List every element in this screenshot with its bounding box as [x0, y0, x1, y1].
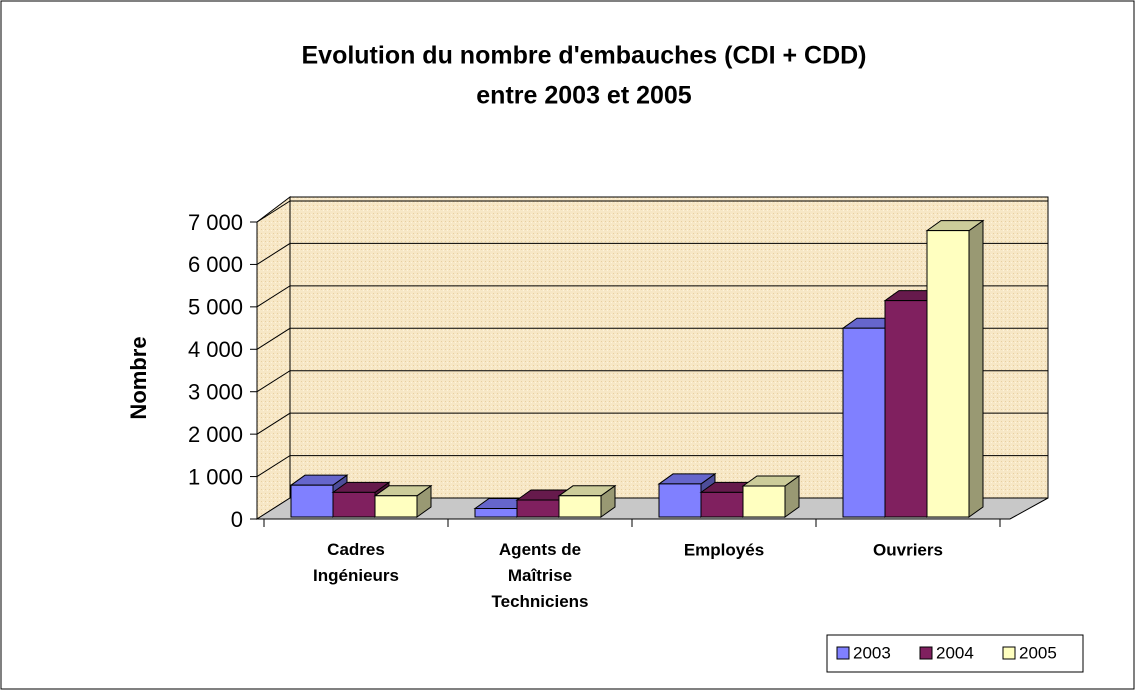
grid-line: [256, 242, 1048, 265]
bar-front: [332, 491, 376, 518]
bar-front: [516, 499, 560, 518]
bar-side: [968, 219, 984, 518]
y-axis-label: Nombre: [126, 336, 151, 419]
legend-swatch: [1002, 646, 1016, 660]
bar-front: [884, 300, 928, 518]
y-tick-label: 5 000: [188, 295, 243, 320]
grid-line: [256, 412, 1048, 435]
legend: [826, 634, 1084, 673]
legend-label: 2003: [853, 643, 891, 662]
legend-label: 2005: [1019, 643, 1057, 662]
bar-front: [290, 484, 334, 518]
side-wall: [256, 195, 291, 520]
y-tick-label: 0: [231, 507, 243, 532]
bar-front: [742, 485, 786, 518]
bar-front: [374, 495, 418, 518]
grid-line: [256, 370, 1048, 393]
y-tick-label: 7 000: [188, 210, 243, 235]
bar: [925, 219, 985, 518]
bar: [741, 475, 801, 518]
y-tick-label: 6 000: [188, 252, 243, 277]
bar-front: [926, 230, 970, 518]
bar-front: [558, 495, 602, 518]
grid-line: [256, 327, 1048, 350]
x-tick-label: Employés: [684, 540, 764, 559]
y-tick-label: 2 000: [188, 422, 243, 447]
bar-front: [474, 508, 518, 518]
y-tick-label: 4 000: [188, 337, 243, 362]
bar: [557, 484, 617, 518]
x-tick-label: Cadres Ingénieurs: [313, 540, 399, 585]
legend-label: 2004: [936, 643, 974, 662]
grid-line: [256, 455, 1048, 477]
bar: [373, 484, 433, 518]
bar-front: [842, 327, 886, 518]
y-tick-label: 3 000: [188, 380, 243, 405]
grid-line: [256, 200, 1048, 223]
legend-swatch: [919, 646, 933, 660]
x-tick-label: Agents de Maîtrise Techniciens: [492, 540, 589, 611]
bar-front: [700, 491, 744, 518]
chart-title: Evolution du nombre d'embauches (CDI + C…: [301, 42, 866, 70]
bar-front: [658, 483, 702, 518]
x-tick-label: Ouvriers: [873, 540, 943, 559]
chart-title: entre 2003 et 2005: [476, 82, 692, 110]
grid-line: [256, 285, 1048, 308]
legend-swatch: [836, 646, 850, 660]
y-tick-label: 1 000: [188, 464, 243, 489]
